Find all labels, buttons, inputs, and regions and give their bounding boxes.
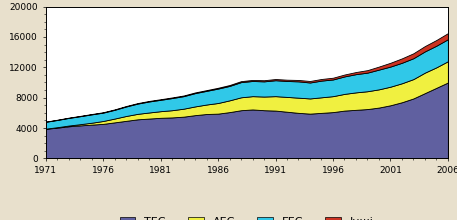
Legend: ТЕС, АЕС, ГЕС, Інші: ТЕС, АЕС, ГЕС, Інші [116,213,378,220]
